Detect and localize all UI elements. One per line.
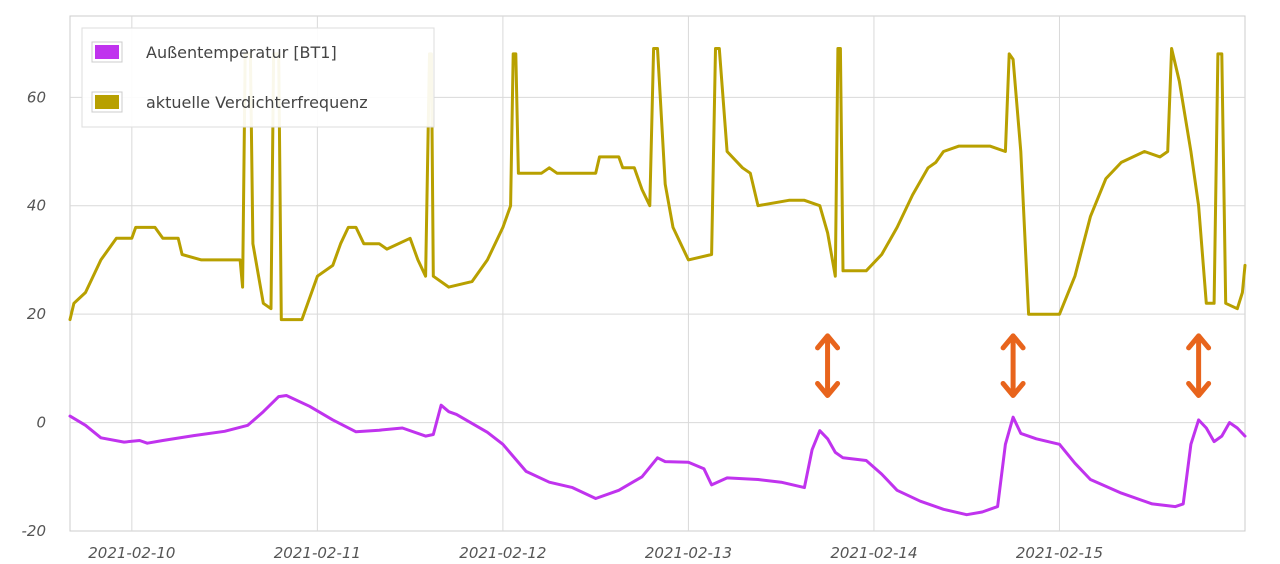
y-tick-label: 40: [27, 197, 46, 215]
y-tick-label: 0: [36, 414, 46, 432]
y-axis-ticks: -20 0 20 40 60: [22, 88, 47, 540]
x-tick-label: 2021-02-13: [645, 544, 732, 562]
legend-swatch: [95, 95, 119, 109]
x-tick-label: 2021-02-14: [830, 544, 917, 562]
x-tick-label: 2021-02-15: [1016, 544, 1103, 562]
series-lines: [68, 47, 1247, 517]
double-arrow-annotation: [1186, 333, 1212, 398]
x-tick-label: 2021-02-11: [274, 544, 361, 562]
y-tick-label: -20: [22, 522, 47, 540]
annotation-arrows: [815, 333, 1212, 398]
series-line: [68, 47, 1247, 322]
legend-label: aktuelle Verdichterfrequenz: [146, 93, 368, 112]
legend: Außentemperatur [BT1] aktuelle Verdichter…: [81, 27, 435, 128]
x-axis-ticks: 2021-02-10 2021-02-11 2021-02-12 2021-02-13…: [88, 544, 1103, 562]
series-line: [68, 394, 1247, 517]
x-tick-label: 2021-02-10: [88, 544, 175, 562]
y-tick-label: 20: [27, 305, 46, 323]
x-tick-label: 2021-02-12: [459, 544, 546, 562]
legend-label: Außentemperatur [BT1]: [146, 43, 337, 62]
legend-swatch: [95, 45, 119, 59]
double-arrow-annotation: [1000, 333, 1026, 398]
y-tick-label: 60: [27, 88, 46, 106]
double-arrow-annotation: [815, 333, 841, 398]
legend-box: [81, 27, 435, 128]
